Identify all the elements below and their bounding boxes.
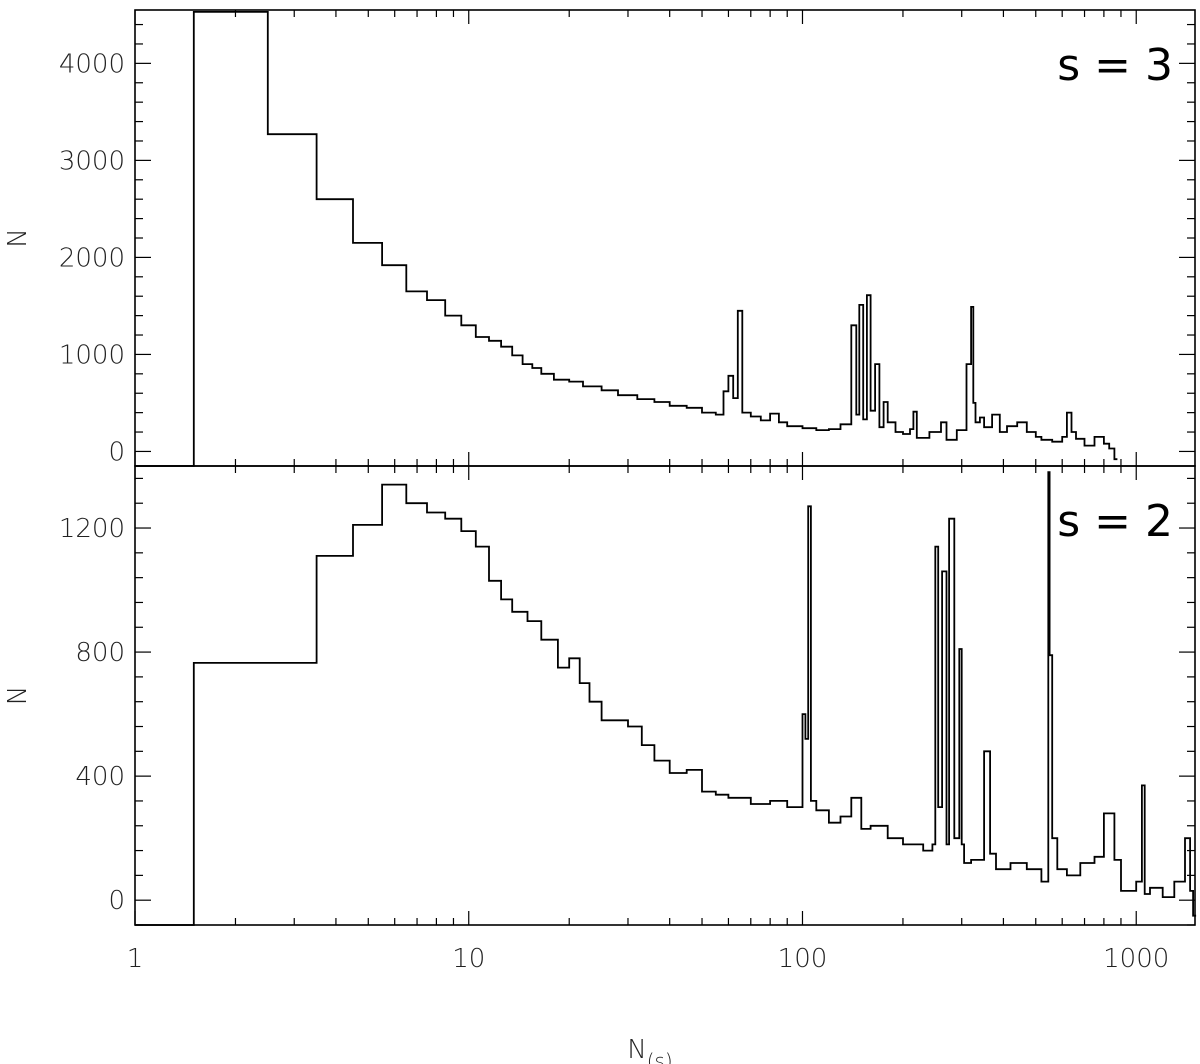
x-tick-label: 1000 [1103,944,1169,974]
y-tick-label: 800 [75,638,125,668]
x-axis-title: N(s) [627,1035,672,1064]
x-axis-title-main: N [627,1035,646,1064]
histogram-series [135,471,1197,926]
plot-frame [134,9,1196,467]
y-tick-label: 0 [108,886,125,916]
y-tick-label: 4000 [59,49,125,79]
y-tick-label: 1000 [59,340,125,370]
histogram-series [135,11,1118,467]
panel-label: s = 3 [1057,40,1173,91]
y-tick-label: 1200 [59,514,125,544]
y-tick-label: 0 [108,437,125,467]
panel-top: 0 1000 2000 3000 4000 Ns = 3 [3,9,1196,467]
x-axis-title-sub: (s) [647,1049,673,1064]
panel-label: s = 2 [1057,496,1173,547]
panel-bottom: 0 400 800 1200 N 1 10 100 1000 s = 2 [3,465,1197,974]
y-tick-label: 3000 [59,146,125,176]
plot-frame [134,465,1196,926]
x-tick-label: 1 [127,944,144,974]
y-axis-title: N [3,228,33,247]
y-tick-label: 400 [75,762,125,792]
x-tick-label: 10 [452,944,485,974]
y-tick-label: 2000 [59,243,125,273]
x-tick-label: 100 [778,944,828,974]
y-axis-title: N [3,686,33,705]
